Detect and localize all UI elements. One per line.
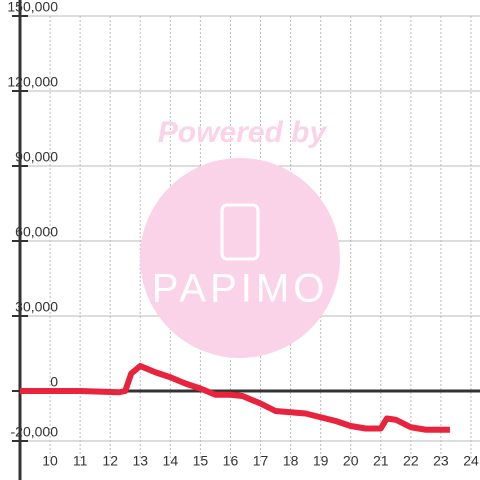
x-tick-label: 14	[163, 453, 179, 469]
y-tick-label: -20,000	[11, 424, 59, 440]
y-tick-label: 60,000	[15, 224, 58, 240]
x-tick-label: 20	[343, 453, 359, 469]
x-tick-label: 22	[403, 453, 419, 469]
x-tick-label: 10	[42, 453, 58, 469]
x-tick-label: 21	[373, 453, 389, 469]
x-tick-label: 11	[73, 453, 88, 469]
watermark-icon	[220, 203, 260, 261]
x-tick-label: 17	[253, 453, 269, 469]
y-tick-label: 120,000	[7, 74, 58, 90]
x-tick-label: 18	[283, 453, 299, 469]
x-tick-label: 19	[313, 453, 329, 469]
x-tick-label: 13	[132, 453, 148, 469]
y-tick-label: 0	[50, 374, 58, 390]
y-tick-label: 30,000	[15, 299, 58, 315]
watermark-text: Powered by	[158, 116, 328, 149]
x-tick-label: 12	[102, 453, 118, 469]
watermark: Powered by PAPIMO	[140, 116, 340, 358]
x-tick-label: 23	[433, 453, 449, 469]
y-tick-label: 150,000	[7, 0, 58, 15]
x-tick-label: 16	[223, 453, 239, 469]
data-line	[20, 363, 450, 433]
y-tick-label: 90,000	[15, 149, 58, 165]
x-tick-label: 24	[463, 453, 479, 469]
x-tick-label: 15	[193, 453, 209, 469]
watermark-logo: PAPIMO	[152, 267, 329, 311]
